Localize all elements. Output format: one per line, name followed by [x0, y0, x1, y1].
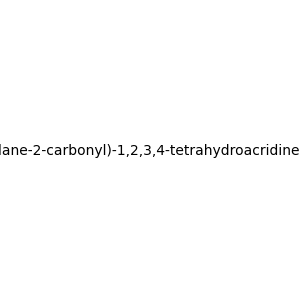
- Text: 2-methyl-N'-(oxolane-2-carbonyl)-1,2,3,4-tetrahydroacridine-9-carbohydrazide: 2-methyl-N'-(oxolane-2-carbonyl)-1,2,3,4…: [0, 145, 300, 158]
